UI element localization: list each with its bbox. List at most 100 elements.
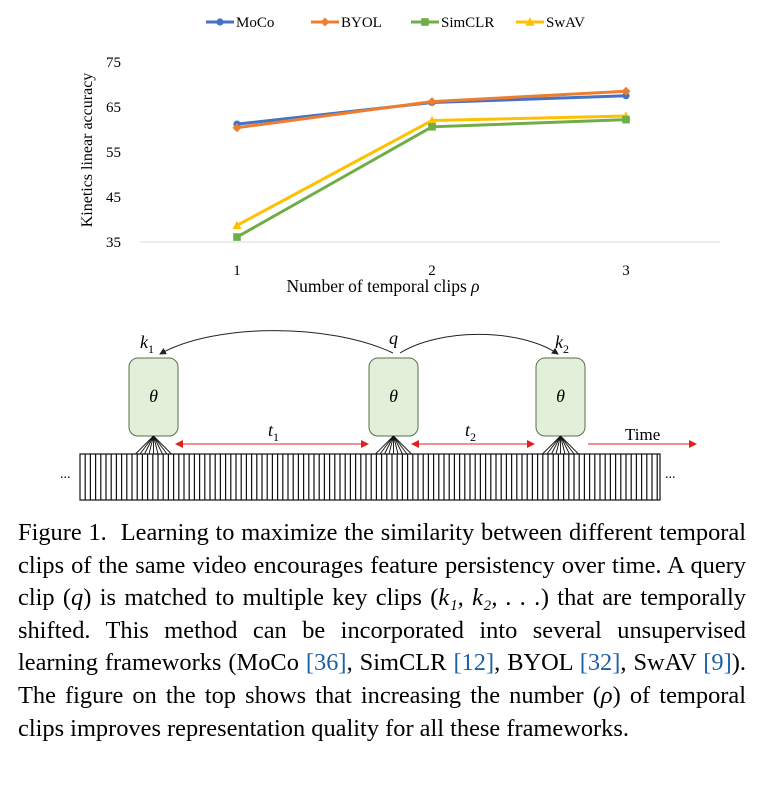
temporal-clips-diagram: k1 q k2 θ θ θ t1 t2 Time ... ... [60, 328, 697, 501]
fan-line [393, 435, 408, 455]
legend-item-simclr: SimCLR [411, 15, 494, 31]
caption-label: Figure 1. [18, 519, 107, 546]
caption-text-b: ) is matched to multiple key clips ( [83, 584, 439, 612]
data-point-square [421, 18, 429, 26]
encoder-box-key2: θ [535, 357, 586, 437]
x-axis-label-rho: ρ [470, 276, 479, 296]
cite-simclr[interactable]: [12] [453, 649, 495, 677]
y-tick-label: 65 [106, 100, 121, 116]
y-tick-label: 35 [106, 235, 121, 251]
chart-series [232, 86, 631, 241]
fan-line [560, 435, 575, 455]
data-point-triangle [232, 220, 242, 230]
series-line [236, 114, 627, 227]
data-point-square [428, 123, 436, 131]
series-byol [232, 86, 631, 133]
x-axis-ticks: 1 2 3 [233, 263, 630, 279]
fan-line [551, 435, 561, 455]
fan-line [148, 435, 154, 455]
fan-line [560, 435, 579, 455]
fan-line [139, 435, 154, 455]
data-point-diamond [621, 86, 631, 96]
caption-text-c: ) that are temporally shifted. This meth… [18, 584, 746, 677]
svg-text:θ: θ [389, 386, 398, 406]
key2-label: k2 [555, 332, 569, 356]
data-point-diamond [427, 97, 437, 107]
fan-line [560, 435, 566, 455]
fan-line [388, 435, 394, 455]
arc-query-to-key2 [399, 333, 559, 355]
y-tick-label: 45 [106, 190, 121, 206]
caption-text-f: , SwAV [620, 649, 704, 677]
fan-line [153, 435, 172, 455]
x-axis-label: Number of temporal clips ρ [286, 276, 479, 296]
legend-label: BYOL [341, 15, 382, 31]
cite-moco[interactable]: [36] [305, 649, 347, 677]
data-point-diamond [232, 123, 242, 133]
legend-item-moco: MoCo [206, 15, 274, 31]
encoder-box-key1: θ [128, 357, 179, 437]
x-tick-label: 3 [622, 263, 630, 279]
fan-line [153, 435, 163, 455]
fan-line [546, 435, 561, 455]
fan-line [153, 435, 159, 455]
legend-item-byol: BYOL [311, 15, 382, 31]
fan-line [375, 435, 394, 455]
y-axis-label: Kinetics linear accuracy [79, 73, 96, 228]
caption-text-e: , BYOL [494, 649, 580, 677]
caption-rho: ρ [600, 681, 613, 709]
data-point-square [622, 115, 630, 124]
accuracy-line-chart: MoCo BYOL SimCLR SwAV Kinetics linear accur… [79, 15, 720, 296]
fan-line [555, 435, 561, 455]
x-tick-label: 2 [428, 263, 436, 279]
data-point-circle [216, 18, 224, 26]
time-label: Time [625, 425, 660, 444]
fan-line [144, 435, 154, 455]
data-point-diamond [320, 17, 330, 27]
x-tick-label: 1 [233, 263, 241, 279]
video-frame-strip [79, 453, 661, 501]
data-point-square [233, 233, 241, 241]
legend-item-swav: SwAV [516, 15, 585, 31]
data-point-triangle [427, 115, 437, 125]
caption-text-a: Learning to maximize the similarity betw… [18, 519, 746, 612]
fan-line [379, 435, 394, 455]
fan-line [393, 435, 412, 455]
fan-line [560, 435, 570, 455]
series-simclr [233, 115, 630, 241]
legend-label: SimCLR [441, 15, 494, 31]
cite-byol[interactable]: [32] [579, 649, 621, 677]
figure-caption: Figure 1. Learning to maximize the simila… [18, 517, 746, 745]
caption-text-d: , SimCLR [346, 649, 454, 677]
chart-legend: MoCo BYOL SimCLR SwAV [206, 15, 585, 31]
fan-line [153, 435, 168, 455]
cite-swav[interactable]: [9] [703, 649, 732, 677]
t2-label: t2 [465, 420, 476, 444]
frame-fan-lines [135, 435, 579, 455]
frame-strip-border [79, 453, 661, 501]
data-point-triangle [525, 17, 535, 26]
ellipsis-right: ... [665, 467, 676, 482]
arc-query-to-key1 [159, 330, 394, 355]
fan-line [135, 435, 154, 455]
x-axis-label-text: Number of temporal clips [286, 276, 471, 296]
caption-q: q [71, 584, 84, 612]
fan-line [384, 435, 394, 455]
query-label: q [389, 328, 398, 348]
encoder-box-query: θ [368, 357, 419, 437]
ellipsis-left: ... [60, 467, 71, 482]
t1-label: t1 [268, 420, 279, 444]
caption-keys: k₁, k₂, . . . [438, 584, 541, 612]
fan-line [542, 435, 561, 455]
svg-text:θ: θ [149, 386, 158, 406]
legend-label: MoCo [236, 15, 274, 31]
y-axis-ticks: 35 45 55 65 75 [106, 55, 121, 251]
caption-text-g: ). The figure on the top shows that incr… [18, 649, 746, 709]
y-tick-label: 75 [106, 55, 121, 71]
y-tick-label: 55 [106, 145, 121, 161]
series-line [236, 118, 627, 239]
fan-line [393, 435, 399, 455]
legend-label: SwAV [546, 15, 585, 31]
fan-line [393, 435, 403, 455]
svg-text:θ: θ [556, 386, 565, 406]
